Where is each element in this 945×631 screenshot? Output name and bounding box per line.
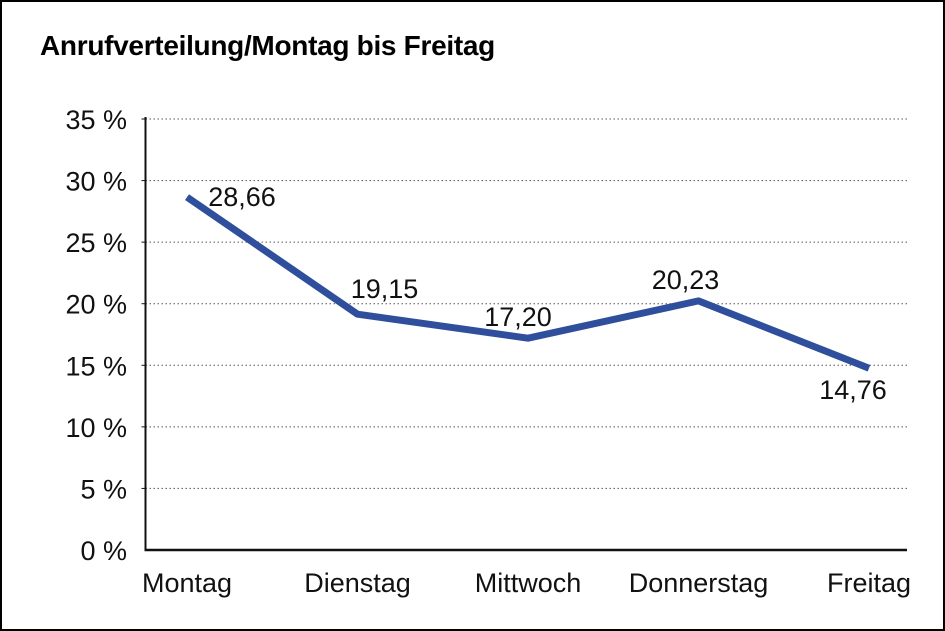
y-tick-label: 25 % bbox=[65, 228, 127, 258]
y-tick-label: 20 % bbox=[65, 290, 127, 320]
data-label: 14,76 bbox=[819, 375, 887, 405]
data-label: 20,23 bbox=[652, 265, 720, 295]
y-tick-label: 30 % bbox=[65, 167, 127, 197]
y-tick-label: 15 % bbox=[65, 351, 127, 381]
chart-title: Anrufverteilung/Montag bis Freitag bbox=[40, 30, 495, 61]
y-tick-label: 10 % bbox=[65, 413, 127, 443]
x-axis-label: Dienstag bbox=[304, 568, 411, 598]
x-axis-label: Montag bbox=[142, 568, 232, 598]
data-label: 28,66 bbox=[208, 182, 276, 212]
data-series-line bbox=[185, 194, 871, 372]
x-axis-label: Donnerstag bbox=[629, 568, 769, 598]
x-axis-label: Freitag bbox=[827, 568, 911, 598]
y-tick-label: 5 % bbox=[80, 474, 127, 504]
data-label: 17,20 bbox=[484, 302, 552, 332]
y-tick-label: 35 % bbox=[65, 105, 127, 135]
data-label: 19,15 bbox=[351, 274, 419, 304]
x-axis-label: Mittwoch bbox=[475, 568, 582, 598]
y-tick-label: 0 % bbox=[80, 536, 127, 566]
